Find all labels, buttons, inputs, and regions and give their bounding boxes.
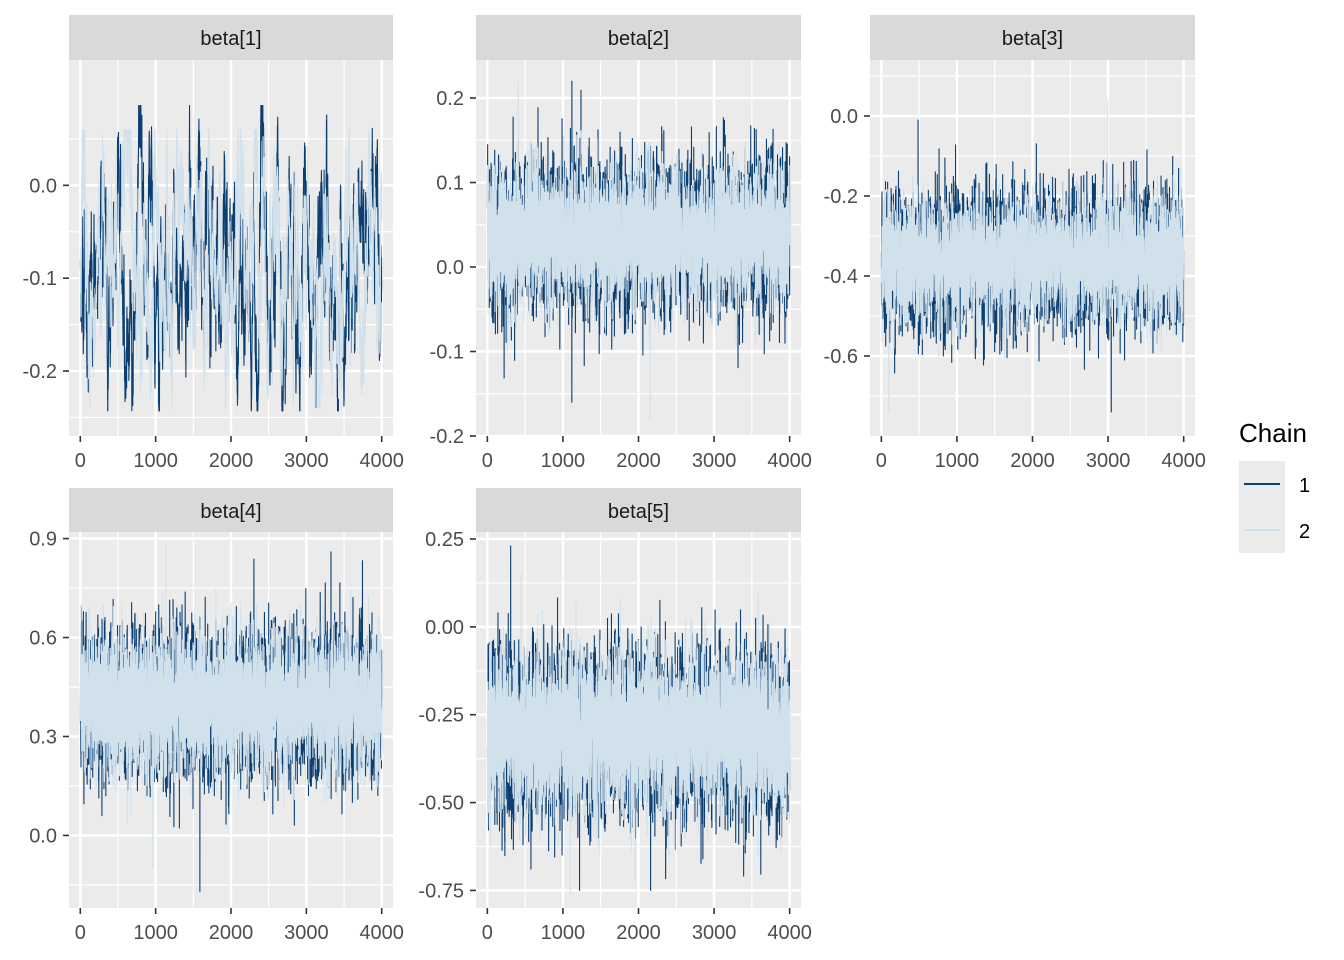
x-tick-label: 1000: [133, 922, 178, 944]
facet-strip-label: beta[2]: [608, 28, 669, 50]
y-tick-label: 0.0: [29, 825, 57, 847]
y-tick-label: 0.1: [436, 173, 464, 195]
facet-strip-label: beta[4]: [200, 501, 261, 523]
y-tick-label: -0.50: [418, 793, 464, 815]
legend-label-chain-2: 2: [1299, 521, 1310, 543]
y-tick-label: -0.75: [418, 880, 464, 902]
y-tick-label: -0.1: [23, 268, 57, 290]
x-tick-label: 3000: [692, 922, 737, 944]
y-tick-label: 0.0: [436, 257, 464, 279]
legend-title: Chain: [1239, 418, 1307, 448]
facet-strip-5: [476, 488, 801, 532]
x-tick-label: 2000: [616, 450, 661, 472]
trace-line-chain-2: [486, 573, 791, 895]
y-tick-label: -0.2: [430, 426, 464, 448]
facet-panel-3: beta[3] 0 1000 2000 3000 4000 -0.6 -0.4 -0.2 0.0: [824, 15, 1206, 472]
x-tick-label: 4000: [359, 922, 404, 944]
y-tick-label: -0.25: [418, 705, 464, 727]
y-tick-label: -0.4: [824, 266, 858, 288]
facet-strip-4: [69, 488, 393, 532]
x-tick-label: 2000: [616, 922, 661, 944]
trace-line-chain-2: [880, 99, 1185, 413]
facet-panel-5: beta[5] 0 1000 2000 3000 4000 -0.75 -0.50 -0.25 0…: [418, 488, 812, 944]
legend-label-chain-1: 1: [1299, 475, 1310, 497]
facet-strip-label: beta[5]: [608, 501, 669, 523]
x-tick-label: 4000: [767, 922, 812, 944]
y-tick-label: -0.6: [824, 346, 858, 368]
y-tick-label: -0.2: [824, 186, 858, 208]
facet-panel-4: beta[4] 0 1000 2000 3000 4000 0.0 0.3 0.6 0.9: [29, 488, 404, 944]
y-tick-label: -0.2: [23, 361, 57, 383]
facet-panel-2: beta[2] 0 1000 2000 3000 4000 -0.2 -0.1 0.0 0.1 0.…: [430, 15, 812, 472]
x-tick-label: 3000: [284, 922, 329, 944]
trace-line-chain-2: [486, 80, 791, 420]
y-tick-label: 0.0: [830, 106, 858, 128]
facet-panels: beta[1]0 1000 2000 3000 4000-0.2-0.10.0beta[…: [23, 15, 1206, 944]
y-tick-label: 0.6: [29, 628, 57, 650]
legend: Chain 1 2: [1239, 418, 1310, 553]
x-tick-label: 2000: [209, 450, 254, 472]
trace-line-chain-2: [79, 129, 383, 409]
x-tick-label: 1000: [541, 450, 586, 472]
y-tick-label: 0.00: [425, 617, 464, 639]
y-tick-label: 0.2: [436, 88, 464, 110]
x-tick-label: 1000: [935, 450, 980, 472]
facet-strip-label: beta[3]: [1002, 28, 1063, 50]
x-tick-label: 0: [482, 922, 493, 944]
x-tick-label: 4000: [359, 450, 404, 472]
x-tick-label: 0: [482, 450, 493, 472]
x-tick-label: 3000: [284, 450, 329, 472]
y-tick-label: 0.0: [29, 175, 57, 197]
facet-strip-label: beta[1]: [200, 28, 261, 50]
y-tick-label: 0.9: [29, 529, 57, 551]
x-tick-label: 1000: [133, 450, 178, 472]
facet-panel-1: beta[1] 0 1000 2000 3000 4000 -0.2 -0.1 0.0: [23, 15, 404, 472]
y-tick-label: 0.3: [29, 726, 57, 748]
x-tick-label: 2000: [1010, 450, 1055, 472]
x-tick-label: 1000: [541, 922, 586, 944]
y-tick-label: 0.25: [425, 529, 464, 551]
facet-strip-1: [69, 15, 393, 60]
y-tick-label: -0.1: [430, 342, 464, 364]
x-tick-label: 4000: [767, 450, 812, 472]
trace-line-chain-2: [79, 544, 383, 869]
x-tick-label: 3000: [692, 450, 737, 472]
x-tick-label: 2000: [209, 922, 254, 944]
facet-strip-2: [476, 15, 801, 60]
x-tick-label: 3000: [1086, 450, 1131, 472]
x-tick-label: 0: [876, 450, 887, 472]
x-tick-label: 4000: [1161, 450, 1206, 472]
facet-strip-3: [870, 15, 1195, 60]
x-tick-label: 0: [75, 450, 86, 472]
x-tick-label: 0: [75, 922, 86, 944]
